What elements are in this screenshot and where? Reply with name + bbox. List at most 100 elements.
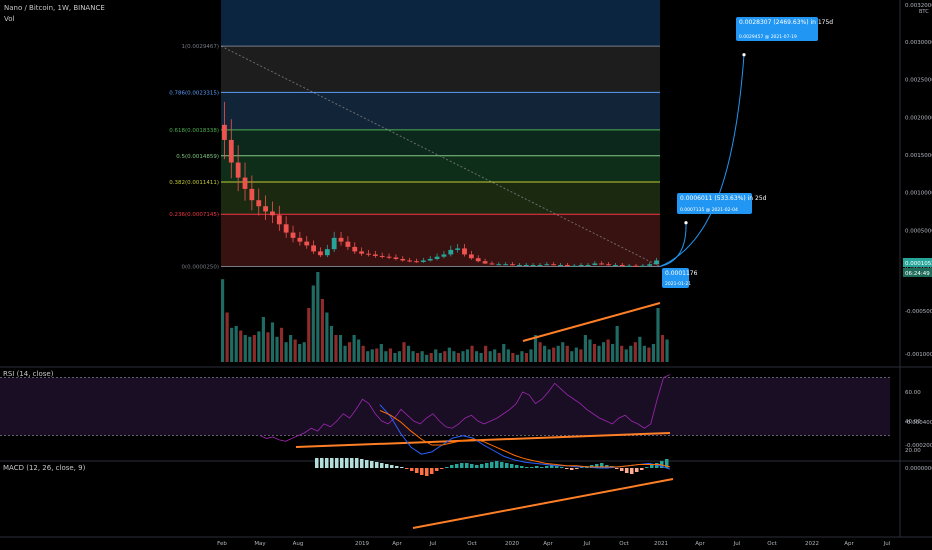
- candle-body: [304, 241, 310, 246]
- macd-histogram-bar: [345, 458, 349, 468]
- macd-histogram-bar: [435, 468, 439, 471]
- time-tick: May: [254, 541, 266, 547]
- fib-zone: [221, 214, 660, 267]
- fib-zone: [221, 129, 660, 156]
- macd-histogram-bar: [450, 465, 454, 468]
- fib-zone: [221, 92, 660, 130]
- volume-bar: [261, 317, 265, 362]
- macd-histogram-bar: [515, 465, 519, 468]
- candle-body: [530, 264, 536, 266]
- volume-bar: [225, 312, 229, 362]
- current-price-badge: [903, 258, 932, 267]
- macd-histogram-bar: [490, 462, 494, 468]
- macd-histogram-bar: [480, 464, 484, 468]
- macd-histogram-bar: [425, 468, 429, 476]
- time-tick: 2021: [654, 541, 668, 547]
- volume-bar: [420, 351, 424, 362]
- macd-histogram-bar: [615, 468, 619, 469]
- macd-histogram-bar: [565, 468, 569, 469]
- candle-body: [235, 162, 241, 178]
- time-tick: Apr: [844, 541, 854, 547]
- volume-bar: [601, 342, 606, 362]
- candle-body: [283, 224, 289, 233]
- candle-body: [537, 264, 543, 266]
- volume-bar: [329, 326, 334, 362]
- volume-bar: [629, 345, 633, 362]
- volume-bar: [579, 349, 583, 362]
- volume-bar: [388, 348, 392, 362]
- macd-histogram-bar: [630, 468, 634, 474]
- volume-bar: [470, 345, 474, 362]
- volume-bar: [411, 351, 415, 362]
- volume-bar: [434, 349, 438, 362]
- volume-bar: [366, 351, 370, 362]
- candle-body: [626, 265, 632, 267]
- macd-histogram-bar: [390, 465, 394, 468]
- candle-body: [510, 264, 515, 266]
- volume-bar: [393, 353, 397, 362]
- projection-callout-short: [677, 193, 752, 214]
- macd-tick: -0.0002000: [905, 443, 932, 449]
- candle-body: [475, 258, 481, 262]
- candle-body: [544, 264, 550, 266]
- projection-callout-start-date: 2021-01-21: [665, 281, 691, 287]
- time-tick: Jul: [883, 541, 891, 547]
- rsi-tick: 40.00: [905, 419, 921, 425]
- volume-bar: [334, 335, 338, 362]
- macd-histogram-bar: [635, 468, 639, 472]
- candle-body: [228, 139, 234, 163]
- macd-histogram-bar: [410, 468, 414, 471]
- rsi-band: [0, 377, 890, 436]
- macd-histogram-bar: [540, 467, 544, 468]
- candle-body: [414, 261, 419, 263]
- volume-bar: [488, 351, 492, 362]
- volume-bar: [515, 354, 519, 362]
- volume-bar: [243, 335, 247, 362]
- volume-bar: [497, 353, 501, 362]
- macd-histogram-bar: [520, 466, 524, 468]
- volume-bar: [520, 351, 524, 362]
- macd-histogram-bar: [470, 464, 474, 468]
- candle-body: [619, 264, 625, 266]
- candle-body: [256, 200, 262, 207]
- volume-bar: [384, 351, 388, 362]
- volume-bar: [375, 348, 379, 362]
- candle-body: [379, 255, 385, 257]
- projection-callout-start: [662, 268, 689, 288]
- volume-bar: [615, 326, 619, 362]
- fib-level-label: 0.236(0.0007145): [169, 212, 219, 218]
- rsi-tick: 60.00: [905, 390, 921, 396]
- fib-level-label: 0.618(0.0018338): [169, 128, 219, 134]
- volume-bar: [533, 335, 538, 362]
- volume-bar: [416, 353, 420, 362]
- volume-bar: [665, 339, 669, 362]
- macd-histogram-bar: [550, 465, 554, 468]
- candle-body: [407, 260, 413, 262]
- candle-body: [640, 265, 646, 267]
- projection-callout-short-date: 0.0007135 @ 2021-02-04: [680, 207, 738, 213]
- candle-body: [578, 264, 584, 266]
- price-tick: -0.0005000: [905, 309, 932, 315]
- macd-histogram-bar: [620, 468, 624, 471]
- macd-histogram-bar: [365, 460, 369, 468]
- volume-bar: [397, 351, 402, 362]
- macd-histogram-bar: [640, 468, 644, 470]
- candle-body: [647, 264, 653, 266]
- trend-diagonal: [220, 45, 661, 267]
- candle-body: [427, 258, 433, 261]
- projection-point: [684, 221, 688, 225]
- macd-histogram-bar: [380, 463, 384, 468]
- macd-histogram-bar: [320, 458, 324, 468]
- candle-body: [393, 257, 399, 259]
- volume-bar: [289, 335, 293, 362]
- macd-histogram-bar: [405, 468, 409, 469]
- macd-histogram-bar: [440, 468, 444, 469]
- projection-point: [742, 53, 746, 57]
- volume-bar: [529, 349, 533, 362]
- macd-histogram-bar: [600, 463, 604, 468]
- time-tick: Feb: [217, 541, 227, 547]
- volume-label: Vol: [4, 15, 15, 23]
- candle-body: [359, 251, 365, 254]
- price-tick: 0.0030000: [905, 40, 932, 46]
